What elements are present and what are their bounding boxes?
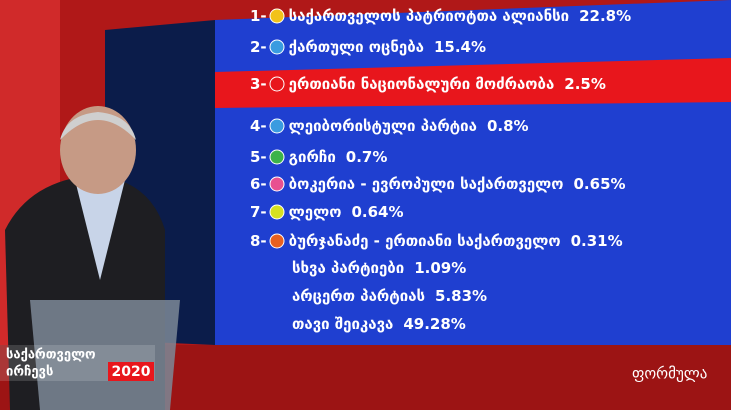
highlight-band xyxy=(215,58,731,108)
other-row: სხვა პარტიები 1.09% xyxy=(292,259,466,277)
result-number: 8- xyxy=(250,232,267,250)
party-icon xyxy=(269,233,285,249)
other-row: თავი შეიკავა 49.28% xyxy=(292,315,466,333)
result-number: 5- xyxy=(250,148,267,166)
result-number: 3- xyxy=(250,75,267,93)
result-label: ბურჯანაძე - ერთიანი საქართველო xyxy=(289,232,561,250)
result-label: ბოკერია - ევროპული საქართველო xyxy=(289,175,564,193)
result-number: 6- xyxy=(250,175,267,193)
result-label: ლეიბორისტული პარტია xyxy=(289,117,477,135)
result-label: ქართული ოცნება xyxy=(289,38,424,56)
results-list: 1- საქართველოს პატრიოტთა ალიანსი 22.8% 2- ქა… xyxy=(250,7,631,333)
logo-line2: ირჩევს xyxy=(6,365,53,380)
result-value: 0.65% xyxy=(574,175,626,193)
result-number: 1- xyxy=(250,7,267,25)
party-icon xyxy=(269,8,285,24)
other-value: 1.09% xyxy=(414,259,466,277)
result-value: 22.8% xyxy=(579,7,631,25)
other-row: არცერთ პარტიას 5.83% xyxy=(292,287,487,305)
result-value: 0.31% xyxy=(571,232,623,250)
result-value: 15.4% xyxy=(434,38,486,56)
result-number: 7- xyxy=(250,203,267,221)
result-row: 5- გირჩი 0.7% xyxy=(250,148,387,166)
other-label: სხვა პარტიები xyxy=(292,259,404,277)
party-icon xyxy=(269,176,285,192)
result-value: 2.5% xyxy=(564,75,606,93)
result-row: 3- ერთიანი ნაციონალური მოძრაობა 2.5% xyxy=(250,75,606,93)
other-label: არცერთ პარტიას xyxy=(292,287,425,305)
party-icon xyxy=(269,204,285,220)
other-label: თავი შეიკავა xyxy=(292,315,393,333)
year-box xyxy=(108,362,154,381)
result-row: 1- საქართველოს პატრიოტთა ალიანსი 22.8% xyxy=(250,7,631,25)
result-value: 0.8% xyxy=(487,117,529,135)
result-number: 4- xyxy=(250,117,267,135)
result-row: 7- ლელო 0.64% xyxy=(250,203,403,221)
result-label: ლელო xyxy=(289,203,342,221)
result-label: გირჩი xyxy=(289,148,336,166)
result-row: 8- ბურჯანაძე - ერთიანი საქართველო 0.31% xyxy=(250,232,623,250)
party-icon xyxy=(269,39,285,55)
result-value: 0.64% xyxy=(351,203,403,221)
logo-line1: საქართველო xyxy=(6,348,96,363)
logo-year: 2020 xyxy=(112,364,151,380)
result-row: 2- ქართული ოცნება 15.4% xyxy=(250,38,486,56)
party-icon xyxy=(269,118,285,134)
result-row: 4- ლეიბორისტული პარტია 0.8% xyxy=(250,117,529,135)
party-icon xyxy=(269,149,285,165)
result-label: ერთიანი ნაციონალური მოძრაობა xyxy=(289,75,555,93)
presenter xyxy=(5,106,180,410)
other-value: 49.28% xyxy=(403,315,465,333)
result-row: 6- ბოკერია - ევროპული საქართველო 0.65% xyxy=(250,175,626,193)
result-number: 2- xyxy=(250,38,267,56)
result-label: საქართველოს პატრიოტთა ალიანსი xyxy=(289,7,569,25)
channel-logo: ფორმულა xyxy=(632,365,707,383)
result-value: 0.7% xyxy=(346,148,388,166)
party-icon xyxy=(269,76,285,92)
other-value: 5.83% xyxy=(435,287,487,305)
